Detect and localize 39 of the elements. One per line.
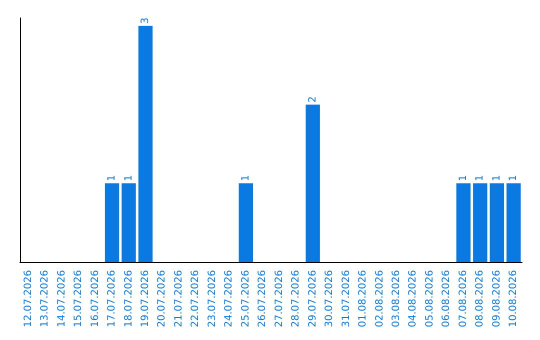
x-tick-label: 22.07.2026 (190, 270, 202, 328)
x-tick-label: 26.07.2026 (257, 270, 268, 328)
x-tick-label: 29.07.2026 (307, 270, 318, 328)
x-tick-label: 10.08.2026 (508, 270, 520, 328)
x-tick-label: 23.07.2026 (206, 270, 218, 328)
data-label: 1 (491, 174, 502, 182)
x-tick-label: 12.07.2026 (22, 270, 34, 328)
data-label: 1 (508, 174, 520, 182)
x-tick-label: 28.07.2026 (290, 270, 302, 328)
x-tick-label: 04.08.2026 (408, 270, 419, 328)
x-tick-label: 30.07.2026 (324, 270, 336, 328)
x-tick-label: 05.08.2026 (424, 270, 436, 328)
x-tick-label: 16.07.2026 (90, 270, 101, 328)
x-tick-label: 21.07.2026 (173, 270, 184, 328)
data-label: 1 (240, 174, 252, 182)
x-tick-label: 20.07.2026 (156, 270, 168, 328)
data-label: 1 (474, 174, 486, 182)
x-tick-label: 24.07.2026 (224, 270, 235, 328)
data-label: 1 (458, 174, 469, 182)
x-tick-label: 18.07.2026 (123, 270, 134, 328)
x-tick-label: 14.07.2026 (56, 270, 68, 328)
x-tick-label: 31.07.2026 (340, 270, 352, 328)
x-tick-label: 09.08.2026 (491, 270, 502, 328)
x-tick-label: 25.07.2026 (240, 270, 252, 328)
x-tick-label: 08.08.2026 (474, 270, 486, 328)
x-tick-label: 02.08.2026 (374, 270, 386, 328)
x-tick-label: 03.08.2026 (391, 270, 402, 328)
x-tick-label: 17.07.2026 (106, 270, 118, 328)
x-tick-label: 07.08.2026 (458, 270, 469, 328)
data-label: 1 (123, 174, 134, 182)
data-label: 1 (106, 174, 118, 182)
data-label: 2 (307, 96, 318, 103)
x-tick-label: 13.07.2026 (40, 270, 51, 328)
data-label: 3 (140, 17, 151, 24)
x-tick-label: 15.07.2026 (73, 270, 84, 328)
x-tick-label: 19.07.2026 (140, 270, 151, 328)
x-tick-label: 01.08.2026 (358, 270, 369, 328)
x-tick-label: 06.08.2026 (441, 270, 452, 328)
x-tick-label: 27.07.2026 (274, 270, 285, 328)
